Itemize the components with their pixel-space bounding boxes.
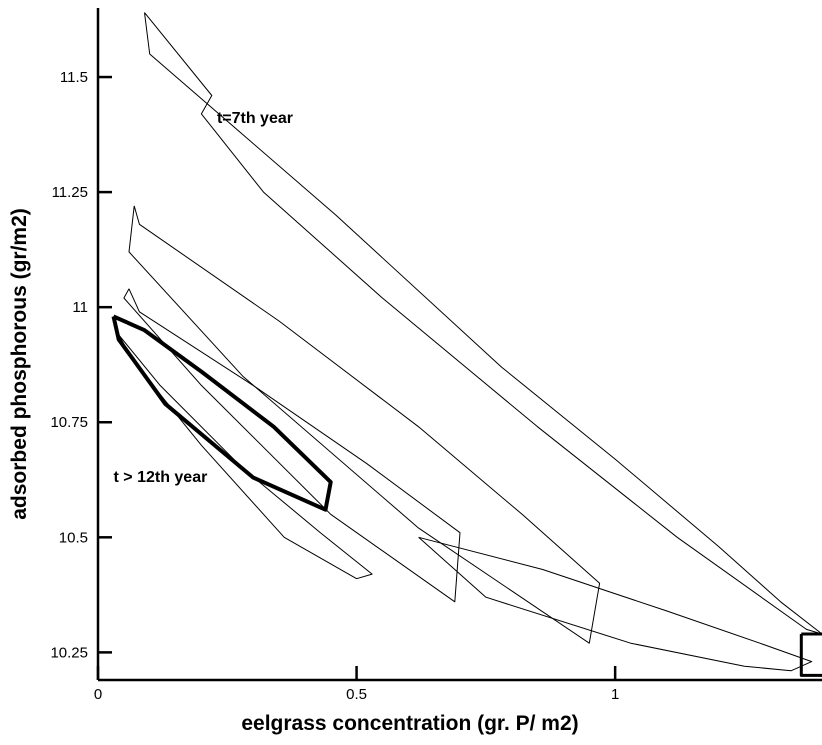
y-tick-label: 11 xyxy=(72,299,88,316)
x-tick-label: 1 xyxy=(611,686,619,703)
y-tick-label: 10.75 xyxy=(50,414,88,431)
y-tick-label: 11.25 xyxy=(52,184,88,201)
x-tick-label: 0.5 xyxy=(346,686,367,703)
chart-annotations: t=7th year t > 12th year xyxy=(114,110,293,486)
annotation-label: t > 12th year xyxy=(114,469,208,486)
trajectory-curve-7 xyxy=(799,632,822,677)
trajectory-curve-5 xyxy=(118,334,373,580)
plot-area xyxy=(111,12,822,677)
y-tick-label: 10.25 xyxy=(50,644,88,661)
annotation-label: t=7th year xyxy=(217,110,293,127)
x-axis-title: eelgrass concentration (gr. P/ m2) xyxy=(241,712,578,735)
x-tick-label: 0 xyxy=(94,686,102,703)
axis-ticks: 0 0.5 1 10.25 10.5 10.75 11 11.25 11.5 xyxy=(50,69,619,703)
trajectory-curve-6 xyxy=(418,536,813,672)
y-tick-label: 11.5 xyxy=(60,69,88,86)
y-axis-title: adsorbed phosphorous (gr/m2) xyxy=(8,208,31,520)
trajectory-curve-1 xyxy=(144,12,822,635)
trajectory-curve-2 xyxy=(128,205,601,644)
y-tick-label: 10.5 xyxy=(59,529,88,546)
